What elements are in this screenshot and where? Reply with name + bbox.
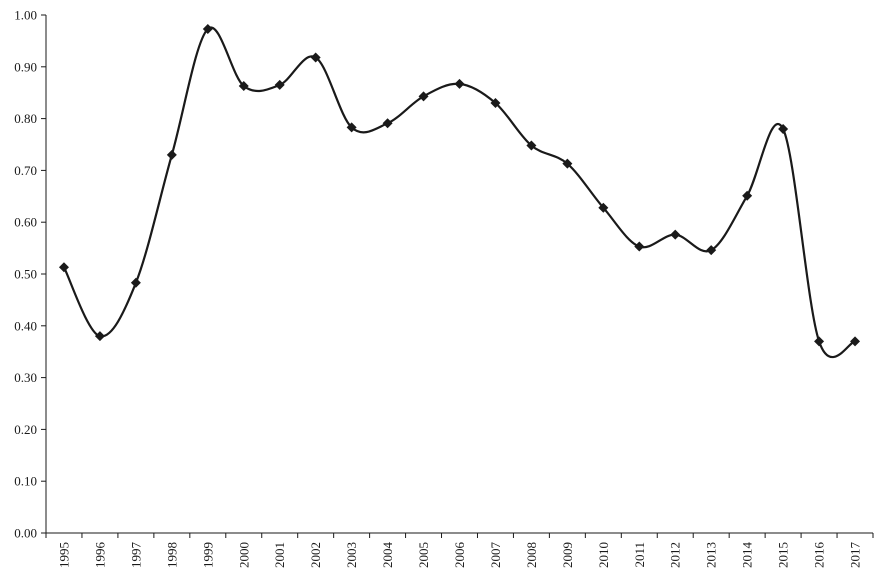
x-tick-label: 1995 (56, 542, 71, 568)
x-tick-label: 2003 (344, 542, 359, 568)
data-point-marker (670, 229, 681, 240)
x-tick-label: 2001 (272, 542, 287, 568)
x-tick-label: 1996 (92, 542, 107, 569)
data-point-marker (58, 262, 69, 273)
data-point-marker (202, 23, 213, 34)
x-tick-label: 2010 (596, 542, 611, 568)
data-point-marker (418, 91, 429, 102)
y-tick-label: 0.60 (14, 215, 37, 230)
data-point-marker (310, 52, 321, 63)
y-tick-label: 0.80 (14, 111, 37, 126)
x-tick-label: 2004 (380, 542, 395, 569)
x-tick-label: 2011 (632, 542, 647, 568)
series-marker-layer (58, 23, 861, 347)
data-point-marker (598, 202, 609, 213)
x-tick-label: 2016 (812, 542, 827, 569)
x-tick-label: 2006 (452, 542, 467, 569)
x-tick-label: 2005 (416, 542, 431, 568)
data-point-marker (490, 98, 501, 109)
y-tick-label: 0.00 (14, 526, 37, 541)
data-point-marker (274, 79, 285, 90)
y-tick-label: 0.40 (14, 318, 37, 333)
data-point-marker (706, 245, 717, 256)
x-tick-label: 2007 (488, 542, 503, 569)
data-point-marker (634, 241, 645, 252)
y-tick-label: 0.90 (14, 59, 37, 74)
data-point-marker (94, 331, 105, 342)
x-tick-label: 1997 (128, 542, 143, 569)
x-tick-label: 1999 (200, 542, 215, 568)
x-tick-label: 2017 (848, 542, 863, 569)
x-tick-label: 2014 (740, 542, 755, 569)
y-tick-label: 0.70 (14, 163, 37, 178)
series-line (62, 26, 856, 359)
data-point-marker (238, 80, 249, 91)
y-tick-label: 1.00 (14, 8, 37, 23)
y-tick-label: 0.50 (14, 267, 37, 282)
x-tick-label: 2013 (704, 542, 719, 568)
data-point-marker (814, 336, 825, 347)
y-tick-label: 0.10 (14, 474, 37, 489)
x-tick-label: 1998 (164, 542, 179, 568)
data-point-marker (778, 123, 789, 134)
y-tick-label: 0.30 (14, 370, 37, 385)
data-point-marker (742, 190, 753, 201)
series-line-layer (62, 26, 856, 359)
x-tick-label: 2002 (308, 542, 323, 568)
x-tick-label: 2012 (668, 542, 683, 568)
y-tick-label: 0.20 (14, 422, 37, 437)
data-point-marker (454, 78, 465, 89)
x-tick-label: 2009 (560, 542, 575, 568)
x-axis-ticks: 1995 1996 1997 1998 1999 2000 2001 2002 2003 2004… (45, 533, 874, 569)
data-point-marker (166, 149, 177, 160)
data-point-marker (850, 336, 861, 347)
data-point-marker (346, 122, 357, 133)
x-tick-label: 2015 (776, 542, 791, 568)
axes (45, 15, 873, 534)
data-point-marker (130, 277, 141, 288)
data-point-marker (526, 140, 537, 151)
y-axis-ticks: 0.00 0.10 0.20 0.30 0.40 0.50 0.60 0.70 0.80 0.90… (14, 8, 46, 541)
data-point-marker (382, 118, 393, 129)
x-tick-label: 2000 (236, 542, 251, 568)
data-point-marker (562, 158, 573, 169)
x-tick-label: 2008 (524, 542, 539, 568)
